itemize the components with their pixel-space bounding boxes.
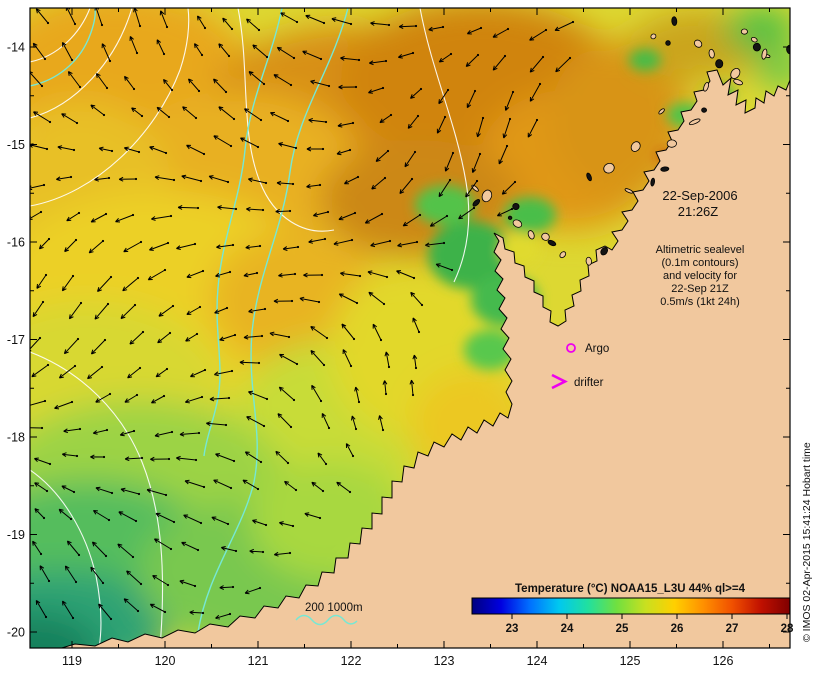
bathymetry-contour [30, 8, 96, 87]
island [708, 48, 715, 59]
altimetric-note-line: 0.5m/s (1kt 24h) [660, 296, 739, 308]
island [547, 239, 557, 247]
colorbar: Temperature (°C) NOAA15_L3U 44% ql>=4 23… [471, 583, 794, 635]
sealevel-contours [30, 8, 470, 648]
sealevel-contour [30, 8, 190, 207]
lon-tick-label: 122 [341, 654, 362, 668]
plot-frame [29, 7, 791, 649]
island [481, 189, 493, 203]
sealevel-contour [30, 8, 91, 63]
island [671, 16, 678, 26]
velocity-vectors [30, 8, 575, 621]
velocity-vector-lines [30, 8, 574, 620]
island [693, 39, 703, 48]
island [541, 232, 550, 241]
sealevel-contour [237, 8, 335, 232]
datetime-label: 21:26Z [678, 204, 719, 219]
lat-tick-label: -17 [7, 333, 25, 347]
colorbar-tick-label: 28 [781, 623, 794, 635]
lat-tick-label: -14 [7, 41, 25, 55]
island [586, 172, 592, 182]
island [761, 48, 768, 60]
velocity-vector-dots [38, 20, 575, 621]
lat-tick-label: -16 [7, 236, 25, 250]
sealevel-contour [30, 8, 133, 119]
copyright-note: © IMOS 02-Apr-2015 15:41:24 Hobart time [801, 442, 813, 642]
bathymetry-contour-200m [203, 8, 283, 457]
island [658, 108, 665, 115]
island [512, 219, 523, 228]
lon-tick-label: 126 [713, 654, 734, 668]
island [472, 199, 481, 207]
lon-tick-label: 125 [620, 654, 641, 668]
island [585, 256, 592, 266]
drifter-marker [551, 373, 568, 390]
land-mass [59, 69, 790, 648]
altimetric-note-line: 22-Sep 21Z [671, 283, 729, 295]
island [603, 162, 615, 174]
colorbar-tick-label: 26 [671, 623, 684, 635]
island [660, 166, 670, 172]
altimetric-note-line: and velocity for [663, 270, 737, 282]
bathymetry-contours [30, 8, 349, 648]
colorbar-title: Temperature (°C) NOAA15_L3U 44% ql>=4 [515, 583, 746, 595]
lon-tick-label: 121 [248, 654, 269, 668]
island [733, 78, 743, 86]
island [512, 202, 520, 211]
bathymetry-contour-1000m [194, 8, 349, 648]
island [559, 251, 567, 259]
depth-legend-contour-sample [295, 614, 358, 626]
sealevel-contour [30, 469, 102, 648]
altimetric-note-line: (0.1m contours) [661, 257, 738, 269]
colorbar-tick-label: 23 [506, 623, 519, 635]
drifter-label: drifter [574, 377, 604, 389]
depth-legend-label: 200 1000m [305, 602, 363, 614]
colorbar-tick-label: 25 [616, 623, 629, 635]
island [630, 141, 641, 152]
colorbar-gradient [471, 597, 791, 615]
island [703, 81, 709, 92]
island [650, 177, 655, 187]
argo-marker [566, 343, 576, 353]
altimetric-note-line: Altimetric sealevel [656, 244, 745, 256]
lat-tick-label: -18 [7, 431, 25, 445]
island [507, 215, 513, 220]
island [624, 188, 634, 194]
sealevel-contour [419, 8, 470, 283]
island [740, 28, 748, 35]
lat-tick-label: -19 [7, 528, 25, 542]
colorbar-tick-label: 27 [726, 623, 739, 635]
island [715, 59, 724, 69]
lon-tick-label: 123 [434, 654, 455, 668]
island [701, 107, 707, 113]
island [527, 230, 535, 240]
lon-tick-label: 124 [527, 654, 548, 668]
island [600, 247, 609, 256]
lat-tick-label: -15 [7, 138, 25, 152]
lat-tick-label: -20 [7, 626, 25, 640]
datetime-label: 22-Sep-2006 [662, 188, 737, 203]
island [752, 42, 761, 52]
island [650, 33, 657, 40]
island [730, 68, 741, 79]
axis-ticks: 119 120 121 122 123 124 125 126 -14 -15 -16 -17 -18 -… [7, 8, 790, 668]
colorbar-tick-label: 24 [561, 623, 574, 635]
island [750, 36, 758, 43]
island [666, 139, 677, 148]
sealevel-contour [30, 351, 164, 648]
lon-tick-label: 119 [62, 654, 82, 668]
lon-tick-label: 120 [155, 654, 176, 668]
island [688, 118, 701, 126]
island [665, 40, 671, 46]
argo-label: Argo [585, 343, 609, 355]
